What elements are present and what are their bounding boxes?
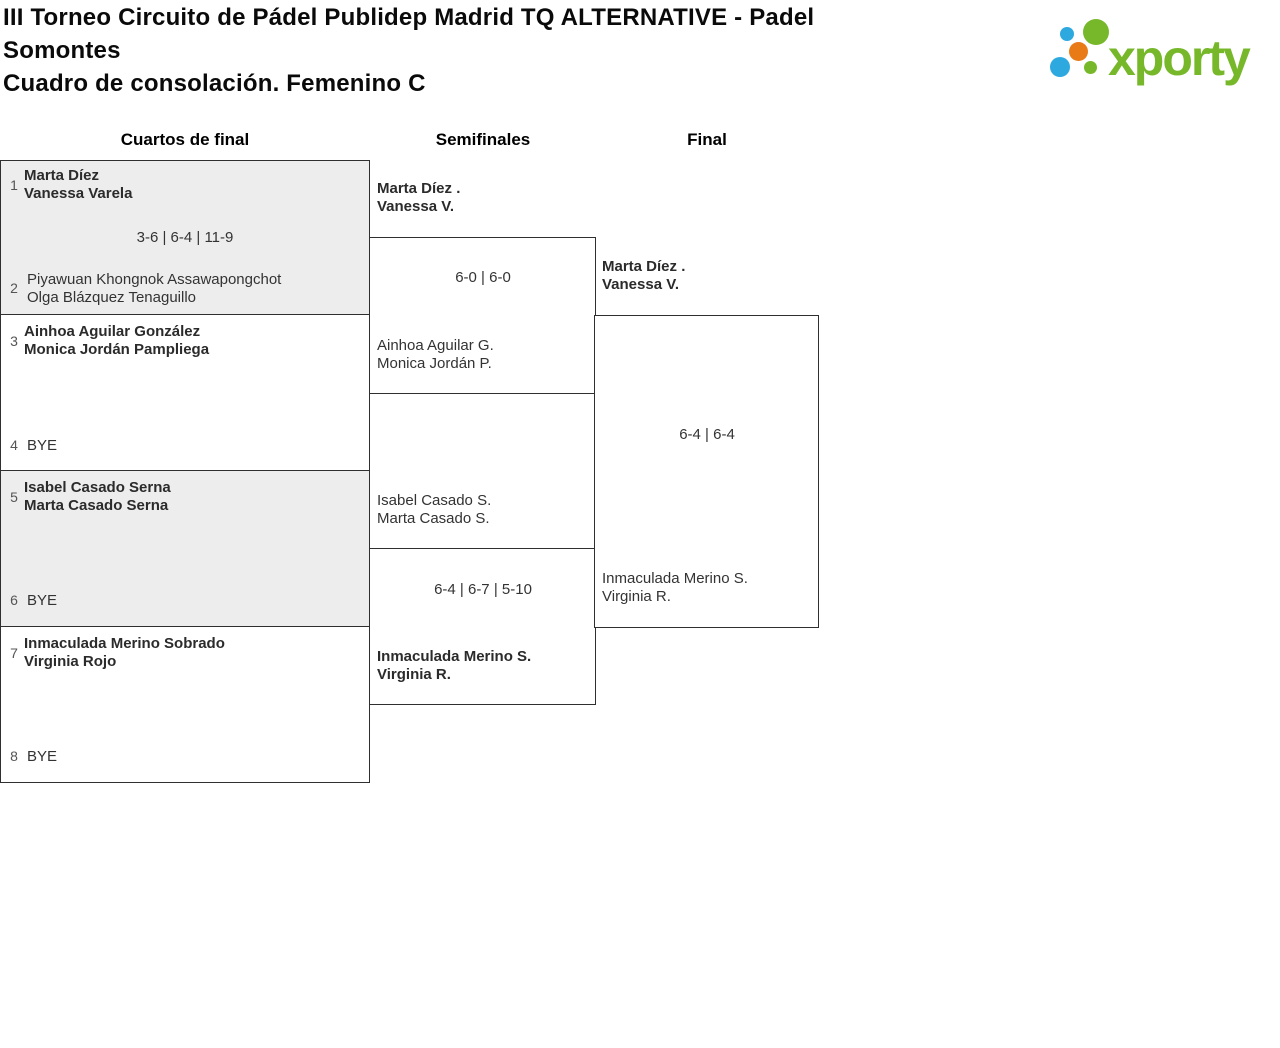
qf1-team-bottom: Piyawuan Khongnok Assawapongchot Olga Bl… xyxy=(27,271,281,307)
qf4-team-bottom: BYE xyxy=(27,748,57,766)
match-box-semifinal-1[interactable] xyxy=(369,237,596,394)
sf1-team-top: Marta Díez . Vanessa V. xyxy=(377,180,460,216)
player-name: Inmaculada Merino S. xyxy=(377,648,532,665)
player-name: Ainhoa Aguilar González xyxy=(24,323,201,340)
qf2-team-bottom: BYE xyxy=(27,437,57,455)
player-name: Isabel Casado S. xyxy=(377,492,492,509)
qf2-team-top: Ainhoa Aguilar González Monica Jordán Pa… xyxy=(24,323,209,359)
qf1-team-top: Marta Díez Vanessa Varela xyxy=(24,167,132,203)
final-score: 6-4 | 6-4 xyxy=(679,426,735,443)
final-team-top: Marta Díez . Vanessa V. xyxy=(602,258,685,294)
qf4-team-top: Inmaculada Merino Sobrado Virginia Rojo xyxy=(24,635,225,671)
page-title: III Torneo Circuito de Pádel Publidep Ma… xyxy=(3,4,815,64)
match-box-quarterfinal-2[interactable] xyxy=(0,314,370,471)
final-team-bottom: Inmaculada Merino S. Virginia R. xyxy=(602,570,748,606)
match-box-final[interactable] xyxy=(594,315,819,628)
seed-number: 4 xyxy=(10,437,18,453)
seed-number: 5 xyxy=(10,489,18,505)
round-header-quarterfinals: Cuartos de final xyxy=(120,130,250,149)
match-box-quarterfinal-1[interactable] xyxy=(0,160,370,315)
qf1-score: 3-6 | 6-4 | 11-9 xyxy=(136,229,234,246)
logo-dot-orange-icon xyxy=(1069,42,1088,61)
player-name: Olga Blázquez Tenaguillo xyxy=(27,289,197,306)
logo-wordmark: xporty xyxy=(1108,30,1251,86)
seed-number: 8 xyxy=(10,748,18,764)
player-name: Inmaculada Merino Sobrado xyxy=(24,635,225,652)
bye-label: BYE xyxy=(27,592,58,609)
sf1-score: 6-0 | 6-0 xyxy=(455,269,511,286)
player-name: Monica Jordán Pampliega xyxy=(24,341,210,358)
player-name: Marta Díez xyxy=(24,167,100,184)
player-name: Vanessa Varela xyxy=(24,185,133,202)
bye-label: BYE xyxy=(27,748,58,765)
match-box-semifinal-2[interactable] xyxy=(369,548,596,705)
player-name: Isabel Casado Serna xyxy=(24,479,171,496)
player-name: Monica Jordán P. xyxy=(377,355,492,372)
round-header-semifinals: Semifinales xyxy=(435,130,531,149)
player-name: Virginia R. xyxy=(602,588,671,605)
xporty-logo[interactable]: xporty xyxy=(1048,14,1280,100)
sf1-team-bottom: Ainhoa Aguilar G. Monica Jordán P. xyxy=(377,337,494,373)
seed-number: 6 xyxy=(10,592,18,608)
qf3-team-bottom: BYE xyxy=(27,592,57,610)
player-name: Marta Casado Serna xyxy=(24,497,169,514)
round-header-final: Final xyxy=(687,130,727,149)
player-name: Marta Díez . xyxy=(377,180,461,197)
seed-number: 7 xyxy=(10,645,18,661)
player-name: Marta Casado S. xyxy=(377,510,490,527)
player-name: Inmaculada Merino S. xyxy=(602,570,748,587)
bye-label: BYE xyxy=(27,437,58,454)
player-name: Piyawuan Khongnok Assawapongchot xyxy=(27,271,282,288)
logo-dot-blue-small-icon xyxy=(1060,27,1074,41)
page-subtitle: Cuadro de consolación. Femenino C xyxy=(3,70,426,97)
match-box-quarterfinal-4[interactable] xyxy=(0,626,370,783)
seed-number: 3 xyxy=(10,333,18,349)
logo-dot-green-large-icon xyxy=(1083,19,1109,45)
seed-number: 1 xyxy=(10,177,18,193)
sf2-team-top: Isabel Casado S. Marta Casado S. xyxy=(377,492,491,528)
header-block: III Torneo Circuito de Pádel Publidep Ma… xyxy=(3,1,845,100)
player-name: Vanessa V. xyxy=(377,198,455,215)
logo-dot-blue-large-icon xyxy=(1050,57,1070,77)
seed-number: 2 xyxy=(10,280,18,296)
player-name: Vanessa V. xyxy=(602,276,680,293)
player-name: Virginia R. xyxy=(377,666,451,683)
player-name: Marta Díez . xyxy=(602,258,686,275)
sf2-score: 6-4 | 6-7 | 5-10 xyxy=(434,581,532,598)
logo-dot-green-small-icon xyxy=(1084,61,1097,74)
player-name: Ainhoa Aguilar G. xyxy=(377,337,494,354)
sf2-team-bottom: Inmaculada Merino S. Virginia R. xyxy=(377,648,531,684)
qf3-team-top: Isabel Casado Serna Marta Casado Serna xyxy=(24,479,171,515)
player-name: Virginia Rojo xyxy=(24,653,117,670)
